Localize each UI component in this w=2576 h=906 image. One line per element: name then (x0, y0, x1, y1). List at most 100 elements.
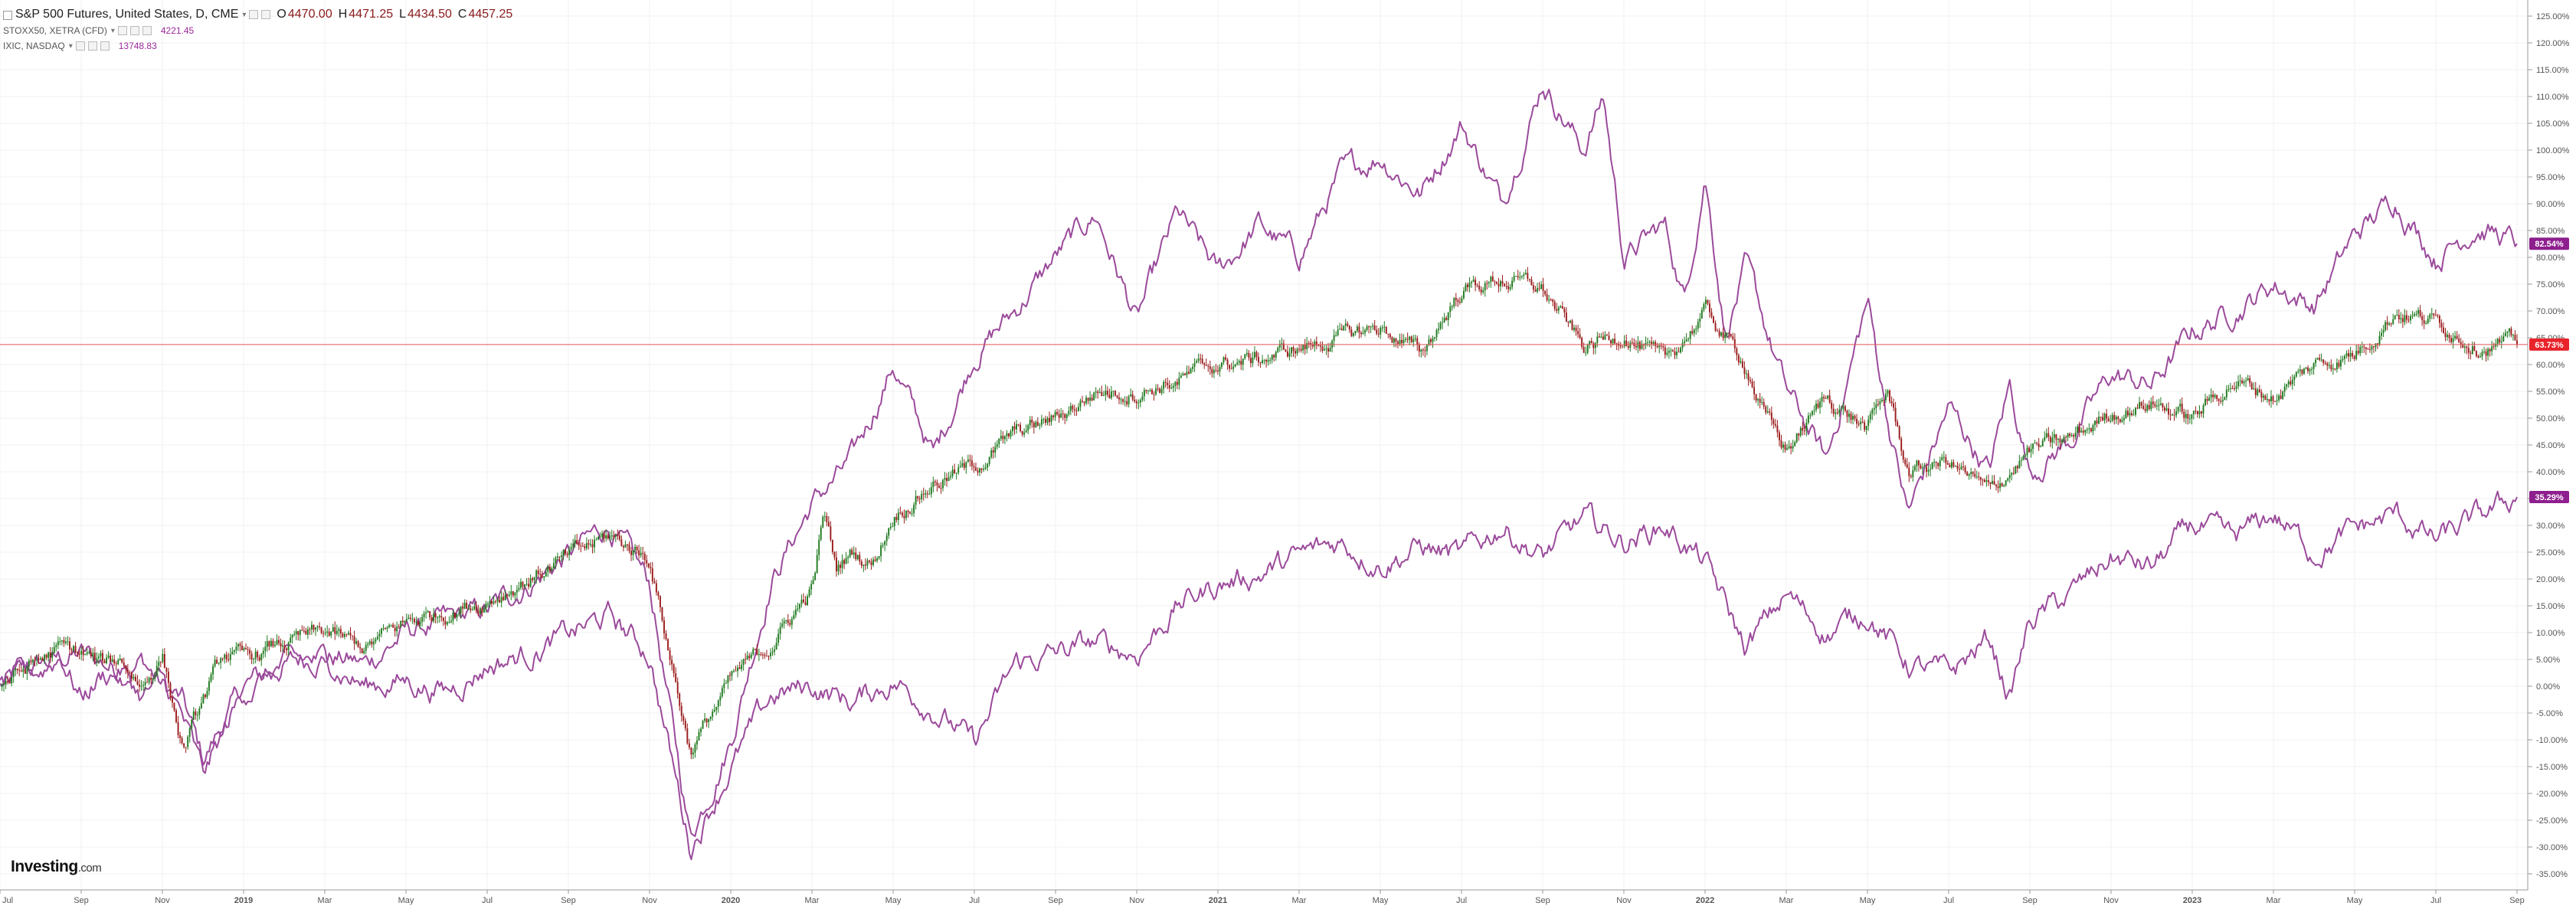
candle-body (69, 641, 70, 649)
candle-body (334, 627, 336, 634)
candle-body (849, 549, 851, 558)
settings-icon[interactable] (129, 26, 139, 35)
candle-body (2372, 346, 2375, 348)
candle-body (1660, 345, 1662, 347)
candle-body (224, 654, 226, 659)
visibility-icon[interactable] (75, 41, 85, 51)
candle-body (547, 566, 549, 572)
candle-body (885, 535, 888, 541)
candle-body (2162, 403, 2164, 408)
candle-body (1730, 334, 1732, 337)
candle-body (1596, 336, 1599, 343)
chevron-down-icon[interactable]: ▾ (242, 10, 247, 19)
candle-body (591, 544, 594, 548)
candle-body (535, 570, 538, 578)
candle-body (2074, 433, 2077, 437)
candle-body (1671, 350, 1674, 352)
candle-body (1975, 476, 1978, 478)
collapse-icon[interactable] (3, 11, 12, 20)
candle-body (1422, 349, 1424, 351)
candle-body (2106, 414, 2108, 419)
candle-body (727, 675, 729, 683)
candle-body (198, 708, 201, 715)
settings-icon[interactable] (249, 10, 259, 19)
candle-body (1864, 422, 1866, 430)
candle-body (1310, 342, 1312, 345)
candle-body (1333, 335, 1335, 342)
candle-body (2012, 473, 2015, 474)
candle-body (1997, 486, 1999, 489)
chevron-down-icon[interactable]: ▾ (68, 41, 73, 51)
candle-body (1213, 370, 1215, 374)
candle-body (1321, 346, 1324, 351)
candle-body (2175, 410, 2178, 416)
candle-body (843, 560, 846, 564)
candle-body (237, 644, 239, 647)
candle-body (2407, 319, 2410, 321)
candle-body (2444, 332, 2447, 337)
candle-body (2330, 365, 2332, 370)
candle-body (1962, 466, 1965, 468)
candle-body (1383, 326, 1386, 328)
candle-body (73, 646, 75, 651)
candle-body (1737, 355, 1740, 363)
candle-body (2311, 368, 2313, 370)
candle-body (1769, 411, 1771, 413)
candle-body (2342, 358, 2344, 360)
candle-body (1159, 388, 1161, 394)
candle-body (280, 643, 282, 647)
candle-body (1089, 397, 1092, 401)
candle-body (106, 657, 107, 664)
candle-body (1219, 367, 1221, 372)
candle-body (191, 719, 193, 728)
candle-body (142, 685, 145, 686)
close-icon[interactable] (100, 41, 110, 51)
y-axis-tick-label: 85.00% (2536, 227, 2565, 236)
chevron-down-icon[interactable]: ▾ (110, 26, 115, 35)
candle-body (1970, 472, 1972, 475)
y-axis-tick-label: 25.00% (2536, 548, 2565, 558)
candle-body (1992, 481, 1993, 484)
candle-body (1627, 346, 1629, 348)
candle-body (291, 635, 293, 638)
candle-body (1288, 353, 1291, 357)
candle-body (306, 629, 309, 635)
candle-body (1373, 325, 1376, 330)
candle-body (1087, 397, 1089, 401)
candle-body (705, 718, 708, 723)
y-axis-tick-label: 20.00% (2536, 575, 2565, 584)
candle-body (2282, 391, 2284, 399)
candle-body (1050, 415, 1052, 422)
y-axis-tick-label: 120.00% (2536, 39, 2570, 48)
visibility-icon[interactable] (117, 26, 127, 35)
candle-body (254, 651, 257, 659)
candle-body (1122, 399, 1124, 402)
candle-body (53, 646, 55, 653)
candle-body (97, 656, 100, 659)
candle-body (295, 631, 297, 634)
candle-body (386, 627, 388, 629)
x-axis-tick-label: Nov (642, 896, 657, 905)
candle-body (2038, 443, 2040, 447)
candle-body (643, 553, 646, 561)
candle-body (518, 587, 520, 590)
close-icon[interactable] (261, 10, 271, 19)
candle-body (1058, 414, 1060, 418)
y-axis-tick-label: 110.00% (2536, 93, 2569, 102)
candle-body (2103, 414, 2106, 420)
settings-icon[interactable] (87, 41, 97, 51)
candle-body (123, 662, 125, 666)
candle-body (1372, 325, 1374, 327)
candle-body (731, 671, 733, 676)
candle-body (146, 682, 149, 683)
candle-body (1780, 440, 1782, 448)
candle-body (57, 641, 59, 646)
candle-body (657, 592, 660, 597)
close-icon[interactable] (142, 26, 152, 35)
candle-body (628, 545, 630, 551)
candle-body (1291, 347, 1292, 354)
series-line-stoxx50 (0, 490, 2518, 861)
candle-body (779, 626, 781, 634)
candle-body (1666, 352, 1668, 355)
